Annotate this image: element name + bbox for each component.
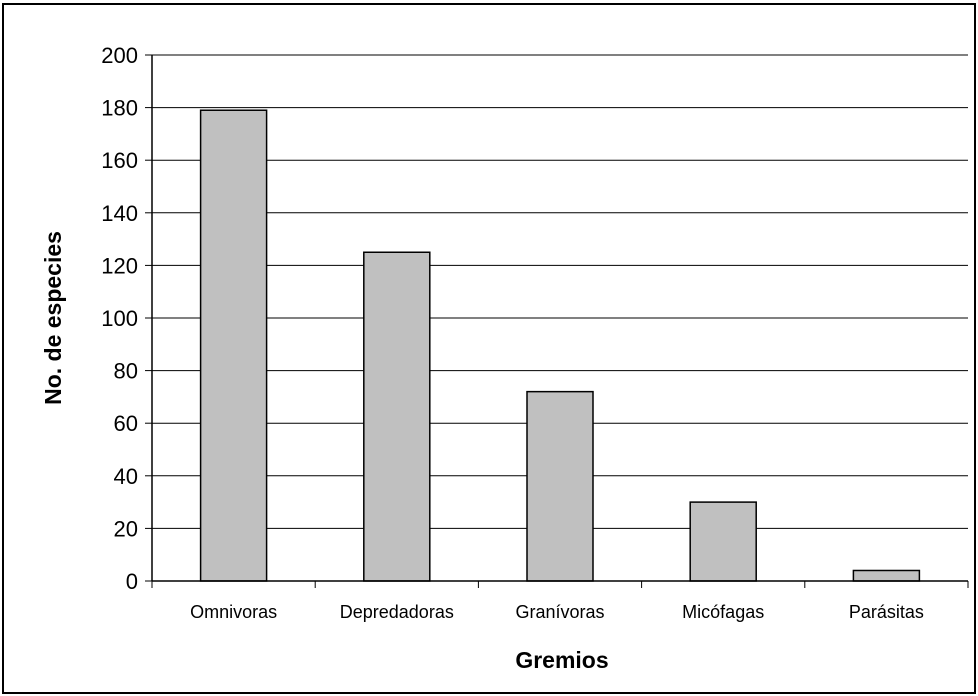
bar	[199, 109, 268, 582]
x-category-label: Depredadoras	[340, 602, 454, 622]
x-category-label: Micófagas	[682, 602, 764, 622]
bar	[689, 501, 757, 582]
chart-frame	[2, 3, 976, 694]
y-tick-label: 180	[101, 96, 138, 121]
y-tick-label: 80	[114, 359, 138, 384]
x-category-label: Granívoras	[515, 602, 604, 622]
axes	[145, 54, 969, 588]
x-category-label: Omnivoras	[190, 602, 277, 622]
x-category-labels: Omnivoras Depredadoras Granívoras Micófagas…	[190, 602, 924, 622]
bar	[852, 569, 921, 582]
bar	[526, 390, 594, 582]
y-tick-label: 200	[101, 43, 138, 68]
x-axis-title: Gremios	[515, 647, 608, 673]
y-axis-title: No. de especies	[40, 231, 66, 405]
y-tick-label: 60	[114, 411, 138, 436]
bar	[363, 251, 431, 582]
gridlines	[152, 54, 968, 529]
y-tick-label: 140	[101, 201, 138, 226]
y-tick-label: 100	[101, 306, 138, 331]
y-tick-labels: 0 20 40 60 80 100 120 140 160 180 200	[101, 43, 138, 594]
y-tick-label: 40	[114, 464, 138, 489]
x-category-label: Parásitas	[849, 602, 924, 622]
y-tick-label: 120	[101, 253, 138, 278]
y-tick-label: 20	[114, 516, 138, 541]
y-tick-label: 160	[101, 148, 138, 173]
y-tick-label: 0	[126, 569, 138, 594]
